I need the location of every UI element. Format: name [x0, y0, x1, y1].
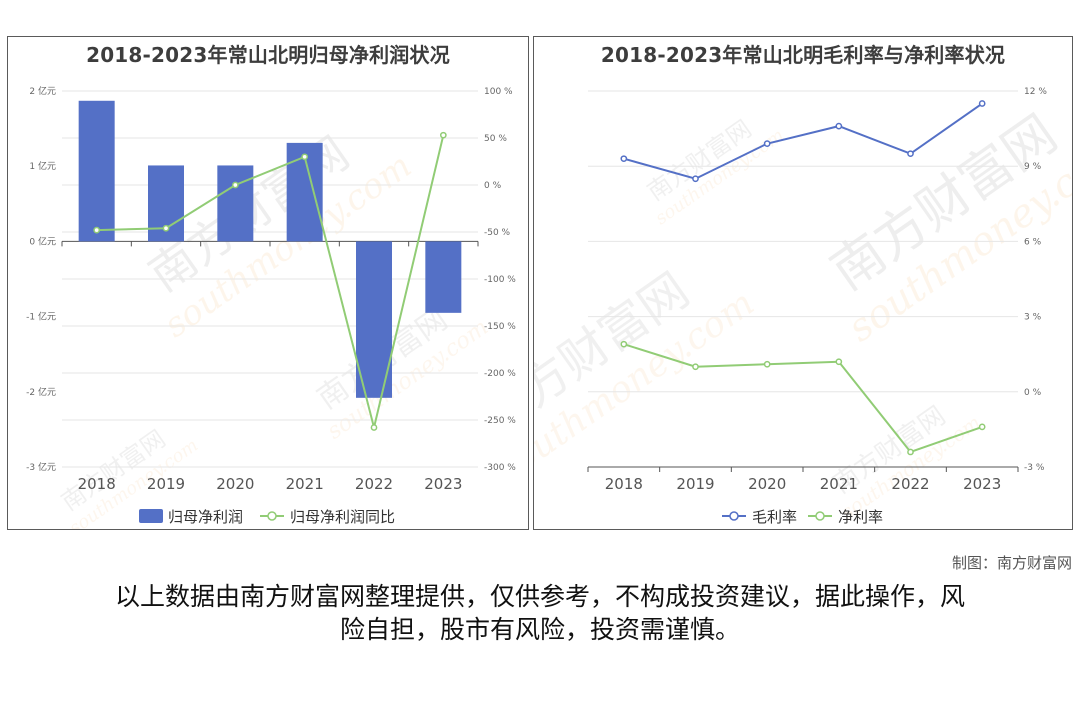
series-point — [907, 150, 914, 158]
x-tick-label: 2018 — [78, 475, 116, 493]
series-line — [623, 102, 983, 180]
y-tick-label-right: -200 % — [484, 369, 516, 379]
series-point — [978, 423, 986, 431]
legend-label: 归母净利润 — [168, 508, 243, 526]
disclaimer: 以上数据由南方财富网整理提供，仅供参考，不构成投资建议，据此操作，风 险自担，股… — [40, 580, 1040, 646]
y-tick-label-right: -300 % — [484, 463, 516, 473]
y-tick-label-left: 0 亿元 — [29, 235, 56, 247]
series-point — [370, 424, 378, 431]
x-tick-label: 2019 — [147, 475, 185, 493]
y-tick-label-right: -250 % — [484, 416, 516, 426]
legend-label: 归母净利润同比 — [290, 508, 395, 526]
legend-swatch-point — [267, 511, 277, 521]
series-point — [301, 153, 309, 161]
series-line — [623, 343, 983, 454]
x-tick-label: 2022 — [355, 475, 393, 493]
y-tick-label: 0 % — [1024, 388, 1042, 398]
series-point — [231, 181, 239, 189]
series-point — [620, 155, 628, 163]
legend-swatch-bar — [139, 509, 163, 523]
bar — [217, 165, 254, 242]
series-point — [835, 358, 843, 366]
bar — [78, 100, 115, 242]
y-tick-label-right: -50 % — [484, 228, 511, 238]
disclaimer-line-1: 以上数据由南方财富网整理提供，仅供参考，不构成投资建议，据此操作，风 — [114, 582, 965, 611]
y-tick-label-left: -2 亿元 — [26, 386, 56, 398]
margin-chart-panel: 2018-2023年常山北明毛利率与净利率状况 南方财富网 southmoney.… — [533, 36, 1073, 530]
series-point — [978, 100, 986, 107]
series-point — [763, 140, 771, 147]
y-tick-label-right: -100 % — [484, 275, 516, 285]
y-tick-label-left: -3 亿元 — [26, 461, 56, 473]
series-line — [96, 134, 445, 428]
net-profit-chart-panel: 2018-2023年常山北明归母净利润状况 南方财富网southmoney.co… — [7, 36, 529, 530]
y-tick-label-left: 2 亿元 — [29, 85, 56, 97]
series-point — [835, 122, 843, 130]
y-tick-label-left: 1 亿元 — [29, 160, 56, 172]
y-tick-label: 6 % — [1024, 237, 1042, 247]
series-point — [692, 363, 699, 371]
x-tick-label: 2020 — [216, 475, 254, 493]
y-tick-label-left: -1 亿元 — [26, 311, 56, 323]
x-tick-label: 2021 — [820, 475, 858, 493]
chart-title: 2018-2023年常山北明毛利率与净利率状况 — [600, 43, 1006, 67]
y-tick-label: 3 % — [1024, 313, 1042, 323]
chart-title: 2018-2023年常山北明归母净利润状况 — [86, 43, 450, 67]
x-tick-label: 2021 — [286, 475, 324, 493]
x-tick-label: 2020 — [748, 475, 786, 493]
series-point — [692, 175, 699, 183]
series-point — [439, 131, 447, 139]
legend-label: 毛利率 — [752, 508, 797, 526]
legend-swatch-point — [815, 511, 825, 521]
y-tick-label: 9 % — [1024, 162, 1042, 172]
series-point — [763, 360, 771, 368]
series-point — [93, 226, 101, 234]
y-tick-label-right: -150 % — [484, 322, 516, 332]
y-tick-label: 12 % — [1024, 87, 1047, 97]
bar — [425, 241, 462, 313]
x-tick-label: 2022 — [891, 475, 929, 493]
x-tick-label: 2023 — [963, 475, 1001, 493]
chart-credit: 制图：南方财富网 — [951, 554, 1072, 572]
x-tick-label: 2018 — [605, 475, 643, 493]
y-tick-label-right: 50 % — [484, 134, 507, 144]
bar — [356, 241, 392, 398]
y-tick-label: -3 % — [1024, 463, 1045, 473]
series-point — [620, 340, 628, 348]
legend-swatch-point — [729, 511, 739, 521]
y-tick-label-right: 0 % — [484, 181, 502, 191]
x-tick-label: 2023 — [424, 475, 462, 493]
net-profit-chart: 南方财富网southmoney.com南方财富网southmoney.com南方… — [26, 85, 516, 529]
disclaimer-line-2: 险自担，股市有风险，投资需谨慎。 — [339, 615, 740, 644]
series-point — [907, 448, 914, 456]
legend-label: 净利率 — [838, 508, 883, 526]
x-tick-label: 2019 — [676, 475, 714, 493]
series-point — [162, 224, 170, 232]
y-tick-label-right: 100 % — [484, 87, 513, 97]
